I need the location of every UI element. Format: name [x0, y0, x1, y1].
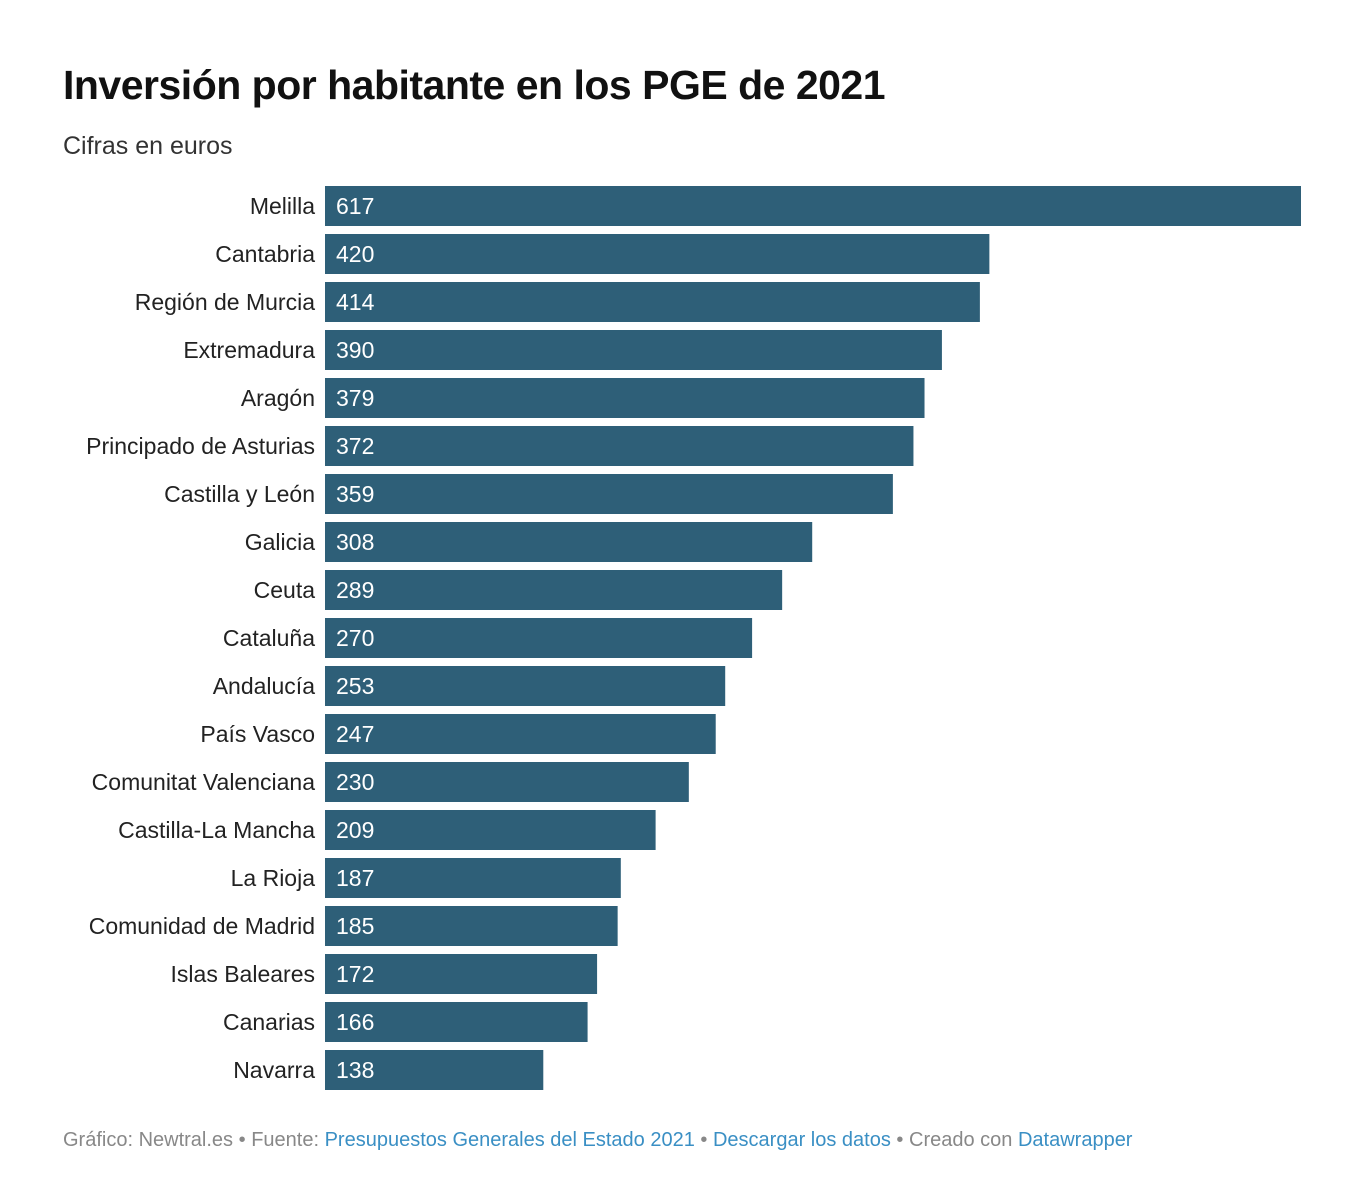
value-label: 230: [336, 769, 374, 795]
bar-chart: Melilla 617 Cantabria 420 Región de Murcia 41…: [86, 186, 1301, 1090]
bar: [325, 282, 980, 322]
value-label: 289: [336, 577, 374, 603]
category-label: Aragón: [241, 385, 315, 411]
bar: [325, 378, 925, 418]
bar-row: País Vasco 247: [200, 714, 716, 754]
bar-row: Ceuta 289: [254, 570, 783, 610]
bar: [325, 426, 914, 466]
footer-credit: Gráfico: Newtral.es: [63, 1129, 234, 1151]
chart-subtitle: Cifras en euros: [63, 132, 233, 160]
category-label: Cataluña: [223, 625, 315, 651]
bar: [325, 858, 621, 898]
footer-created-with: Creado con: [909, 1129, 1013, 1151]
bar-row: Castilla y León 359: [164, 474, 893, 514]
value-label: 187: [336, 865, 374, 891]
bar: [325, 570, 783, 610]
category-label: Navarra: [233, 1057, 315, 1083]
value-label: 372: [336, 433, 374, 459]
bar-row: La Rioja 187: [231, 858, 621, 898]
bar-row: Cataluña 270: [223, 618, 753, 658]
bar: [325, 762, 689, 802]
category-label: Ceuta: [254, 577, 316, 603]
bar-row: Cantabria 420: [215, 234, 990, 274]
category-label: Castilla y León: [164, 481, 315, 507]
value-label: 253: [336, 673, 374, 699]
category-label: Extremadura: [183, 337, 315, 363]
bar: [325, 186, 1301, 226]
value-label: 359: [336, 481, 374, 507]
bar-row: Principado de Asturias 372: [86, 426, 914, 466]
footer-separator: •: [238, 1129, 246, 1151]
bar-row: Andalucía 253: [213, 666, 726, 706]
bar-row: Navarra 138: [233, 1050, 544, 1090]
bar: [325, 522, 813, 562]
bar-row: Aragón 379: [241, 378, 925, 418]
category-label: Galicia: [245, 529, 316, 555]
bar-row: Melilla 617: [250, 186, 1301, 226]
value-label: 414: [336, 289, 375, 315]
chart-footer: Gráfico: Newtral.es • Fuente: Presupuest…: [63, 1129, 1132, 1152]
bar-row: Comunidad de Madrid 185: [89, 906, 618, 946]
footer-separator: •: [700, 1129, 708, 1151]
bar: [325, 330, 942, 370]
value-label: 420: [336, 241, 374, 267]
bar: [325, 618, 753, 658]
value-label: 270: [336, 625, 374, 651]
value-label: 209: [336, 817, 374, 843]
value-label: 390: [336, 337, 374, 363]
value-label: 166: [336, 1009, 374, 1035]
bar: [325, 906, 618, 946]
category-label: La Rioja: [231, 865, 316, 891]
bar: [325, 810, 656, 850]
bar-row: Canarias 166: [223, 1002, 588, 1042]
bar: [325, 714, 716, 754]
bar: [325, 666, 726, 706]
bar: [325, 234, 990, 274]
value-label: 247: [336, 721, 374, 747]
category-label: Principado de Asturias: [86, 433, 315, 459]
datawrapper-link[interactable]: Datawrapper: [1017, 1129, 1133, 1151]
value-label: 617: [336, 193, 374, 219]
value-label: 379: [336, 385, 374, 411]
category-label: Región de Murcia: [135, 289, 315, 315]
bar: [325, 954, 598, 994]
bar-row: Comunitat Valenciana 230: [92, 762, 689, 802]
value-label: 138: [336, 1057, 374, 1083]
category-label: Comunidad de Madrid: [89, 913, 315, 939]
bar-row: Extremadura 390: [183, 330, 942, 370]
value-label: 185: [336, 913, 374, 939]
category-label: País Vasco: [200, 721, 315, 747]
download-data-link[interactable]: Descargar los datos: [712, 1129, 891, 1151]
bar-row: Región de Murcia 414: [135, 282, 980, 322]
category-label: Comunitat Valenciana: [92, 769, 316, 795]
bar-row: Castilla-La Mancha 209: [118, 810, 656, 850]
category-label: Melilla: [250, 193, 315, 219]
category-label: Castilla-La Mancha: [118, 817, 315, 843]
category-label: Canarias: [223, 1009, 315, 1035]
footer-source-label: Fuente:: [251, 1129, 320, 1151]
bar: [325, 1002, 588, 1042]
bar: [325, 1050, 544, 1090]
bar-row: Islas Baleares 172: [171, 954, 598, 994]
category-label: Islas Baleares: [171, 961, 315, 987]
category-label: Andalucía: [213, 673, 316, 699]
footer-separator: •: [896, 1129, 904, 1151]
bar: [325, 474, 893, 514]
category-label: Cantabria: [215, 241, 315, 267]
bar-row: Galicia 308: [245, 522, 813, 562]
chart-title: Inversión por habitante en los PGE de 20…: [63, 62, 886, 108]
value-label: 308: [336, 529, 374, 555]
value-label: 172: [336, 961, 374, 987]
footer-source-link[interactable]: Presupuestos Generales del Estado 2021: [324, 1129, 695, 1151]
